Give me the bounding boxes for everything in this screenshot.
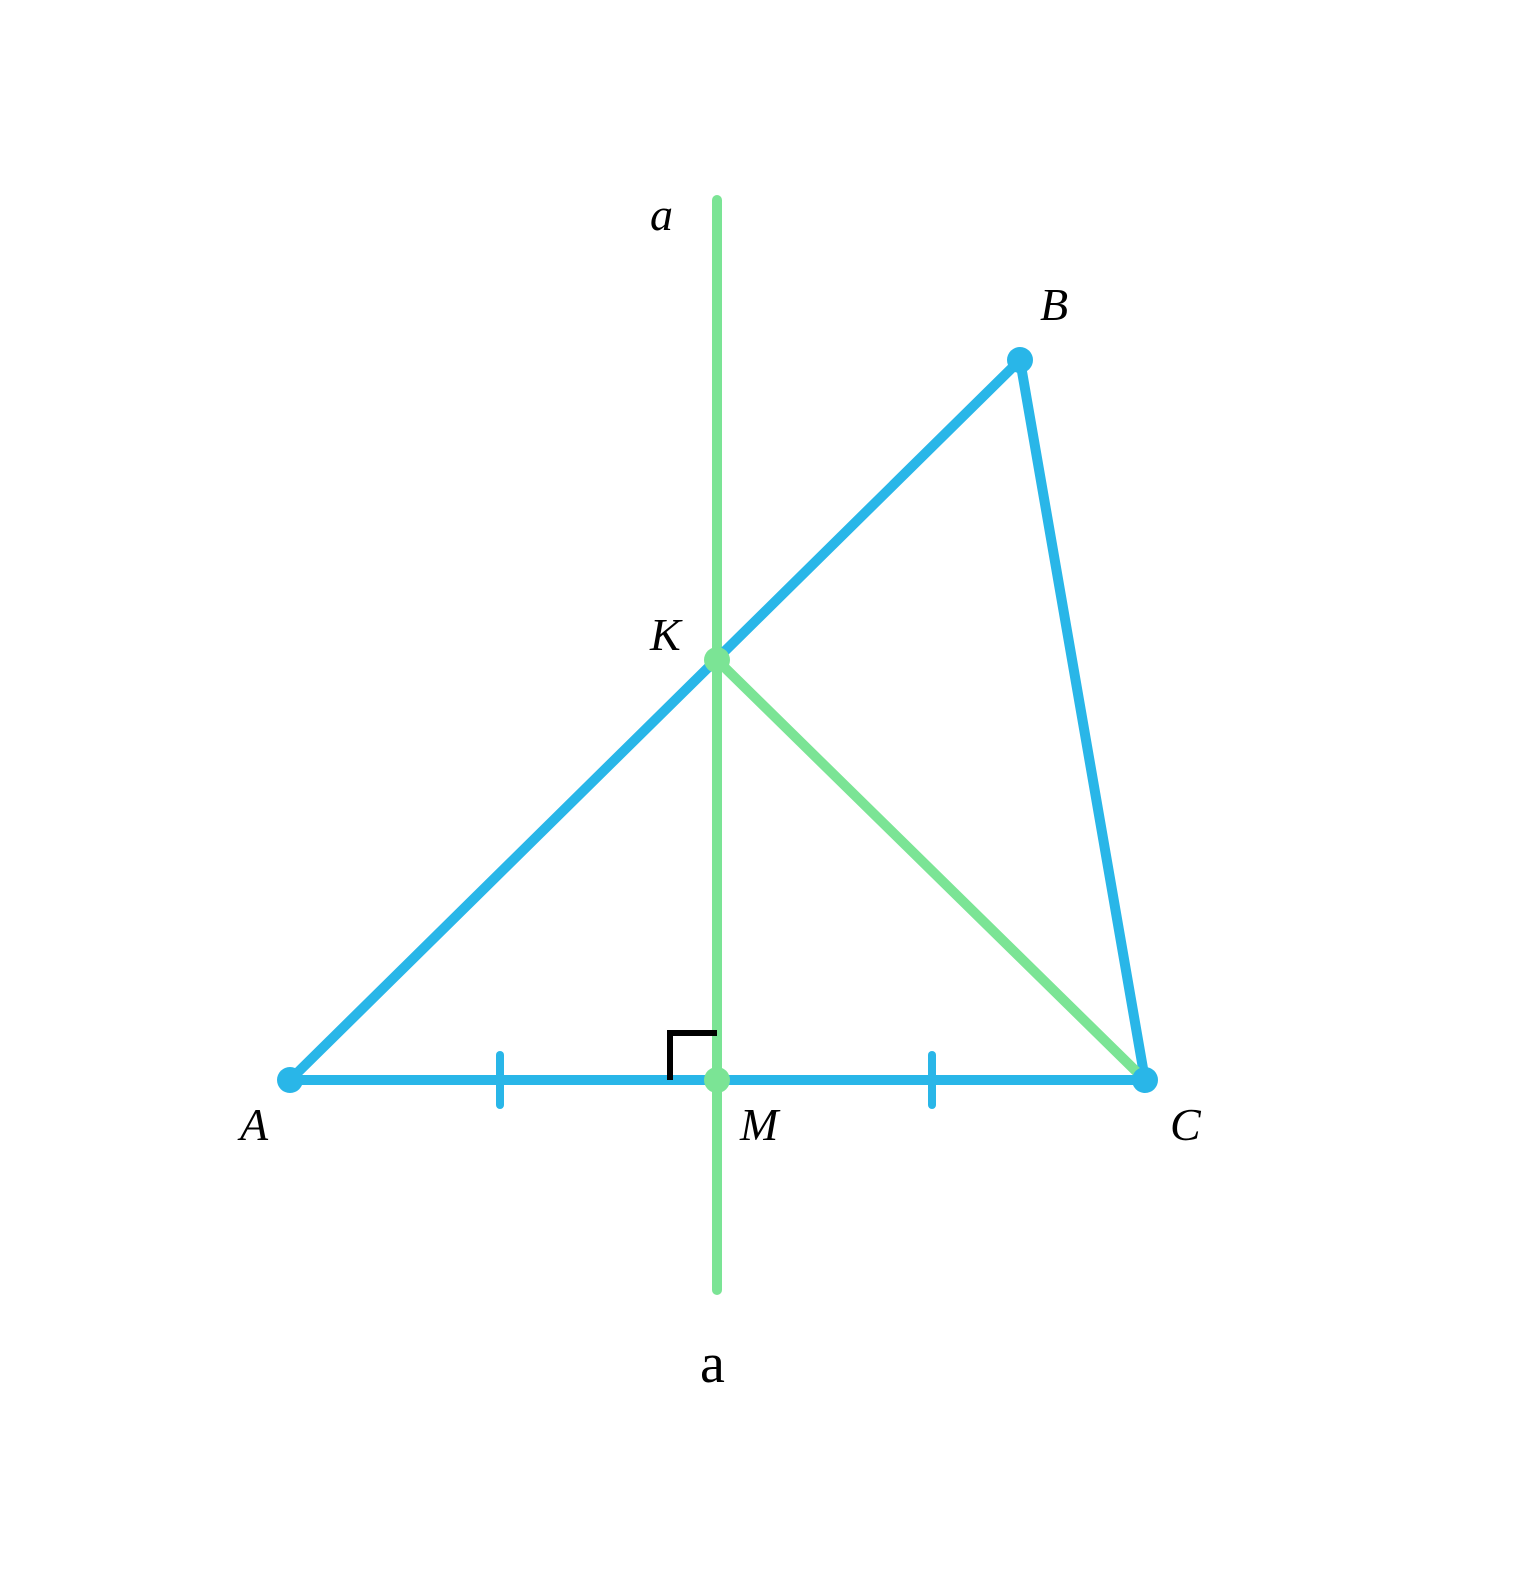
label-a-top: a: [650, 188, 673, 241]
point-M: [704, 1067, 730, 1093]
label-C: C: [1170, 1098, 1201, 1151]
point-K: [704, 647, 730, 673]
geometry-diagram: [0, 0, 1536, 1584]
point-A: [277, 1067, 303, 1093]
label-B: B: [1040, 278, 1068, 331]
label-A: A: [240, 1098, 268, 1151]
point-B: [1007, 347, 1033, 373]
point-C: [1132, 1067, 1158, 1093]
line-AB: [290, 360, 1020, 1080]
figure-caption: a: [700, 1332, 725, 1396]
label-K: K: [650, 608, 681, 661]
label-M: M: [740, 1098, 778, 1151]
